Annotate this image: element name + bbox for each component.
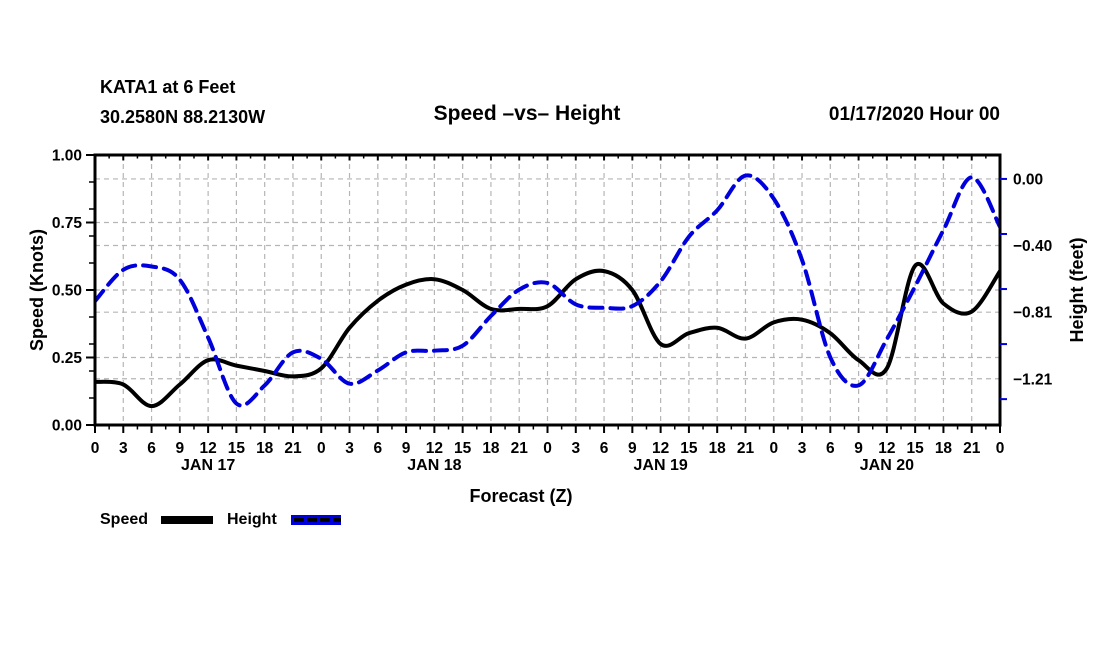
height-line — [94, 173, 1001, 408]
svg-text:0: 0 — [543, 440, 552, 457]
day-label: JAN 18 — [407, 457, 461, 474]
svg-text:0.25: 0.25 — [52, 350, 83, 367]
svg-text:21: 21 — [737, 440, 755, 457]
svg-text:15: 15 — [907, 440, 925, 457]
svg-text:12: 12 — [426, 440, 443, 457]
svg-text:18: 18 — [482, 440, 500, 457]
chart-title: Speed –vs– Height — [433, 102, 621, 125]
svg-text:0: 0 — [996, 440, 1005, 457]
day-label: JAN 17 — [181, 457, 235, 474]
svg-text:12: 12 — [878, 440, 895, 457]
svg-text:−0.40: −0.40 — [1013, 238, 1052, 255]
left-axis-title: Speed (Knots) — [27, 229, 47, 352]
svg-text:6: 6 — [600, 440, 609, 457]
svg-text:3: 3 — [798, 440, 807, 457]
svg-text:9: 9 — [176, 440, 185, 457]
svg-text:0.00: 0.00 — [52, 418, 82, 435]
forecast-datetime: 01/17/2020 Hour 00 — [828, 104, 1000, 125]
legend-height-label: Height — [227, 511, 277, 528]
svg-text:9: 9 — [628, 440, 637, 457]
svg-text:15: 15 — [228, 440, 246, 457]
svg-text:0.50: 0.50 — [52, 283, 82, 300]
station-coordinates: 30.2580N 88.2130W — [100, 107, 266, 127]
svg-text:3: 3 — [345, 440, 354, 457]
svg-text:−0.81: −0.81 — [1013, 305, 1053, 322]
legend-dash-pattern — [291, 518, 341, 522]
svg-text:0.00: 0.00 — [1013, 171, 1043, 188]
svg-text:1.00: 1.00 — [52, 148, 82, 165]
svg-text:6: 6 — [826, 440, 835, 457]
svg-text:21: 21 — [963, 440, 981, 457]
axis-ticks — [86, 154, 1007, 433]
svg-text:0.75: 0.75 — [52, 215, 83, 232]
svg-text:0: 0 — [317, 440, 326, 457]
svg-text:12: 12 — [652, 440, 669, 457]
svg-text:0: 0 — [769, 440, 778, 457]
svg-text:21: 21 — [284, 440, 302, 457]
grid-lines — [95, 155, 1000, 425]
svg-text:21: 21 — [511, 440, 529, 457]
axis-tick-labels: 0.00 0.25 0.50 0.75 1.00 0.00 −0.40 −0.81 −1.21 0… — [52, 148, 1053, 475]
svg-text:3: 3 — [571, 440, 580, 457]
station-name: KATA1 at 6 Feet — [100, 77, 236, 97]
svg-text:9: 9 — [402, 440, 411, 457]
right-axis-title: Height (feet) — [1067, 237, 1087, 343]
svg-text:18: 18 — [256, 440, 274, 457]
svg-text:18: 18 — [935, 440, 953, 457]
svg-text:18: 18 — [709, 440, 727, 457]
legend-height-line-swatch — [291, 515, 341, 525]
svg-text:15: 15 — [680, 440, 698, 457]
svg-text:9: 9 — [854, 440, 863, 457]
svg-text:12: 12 — [200, 440, 217, 457]
svg-text:6: 6 — [374, 440, 383, 457]
speed-line — [94, 261, 1001, 409]
svg-text:0: 0 — [91, 440, 100, 457]
svg-text:15: 15 — [454, 440, 472, 457]
x-axis-title: Forecast (Z) — [469, 486, 573, 506]
svg-text:−1.21: −1.21 — [1013, 371, 1053, 388]
legend-speed-line-swatch — [161, 516, 213, 524]
svg-text:6: 6 — [147, 440, 156, 457]
day-label: JAN 19 — [634, 457, 688, 474]
data-curves — [94, 173, 1001, 409]
legend-speed-label: Speed — [100, 511, 149, 528]
svg-text:3: 3 — [119, 440, 128, 457]
day-label: JAN 20 — [860, 457, 914, 474]
